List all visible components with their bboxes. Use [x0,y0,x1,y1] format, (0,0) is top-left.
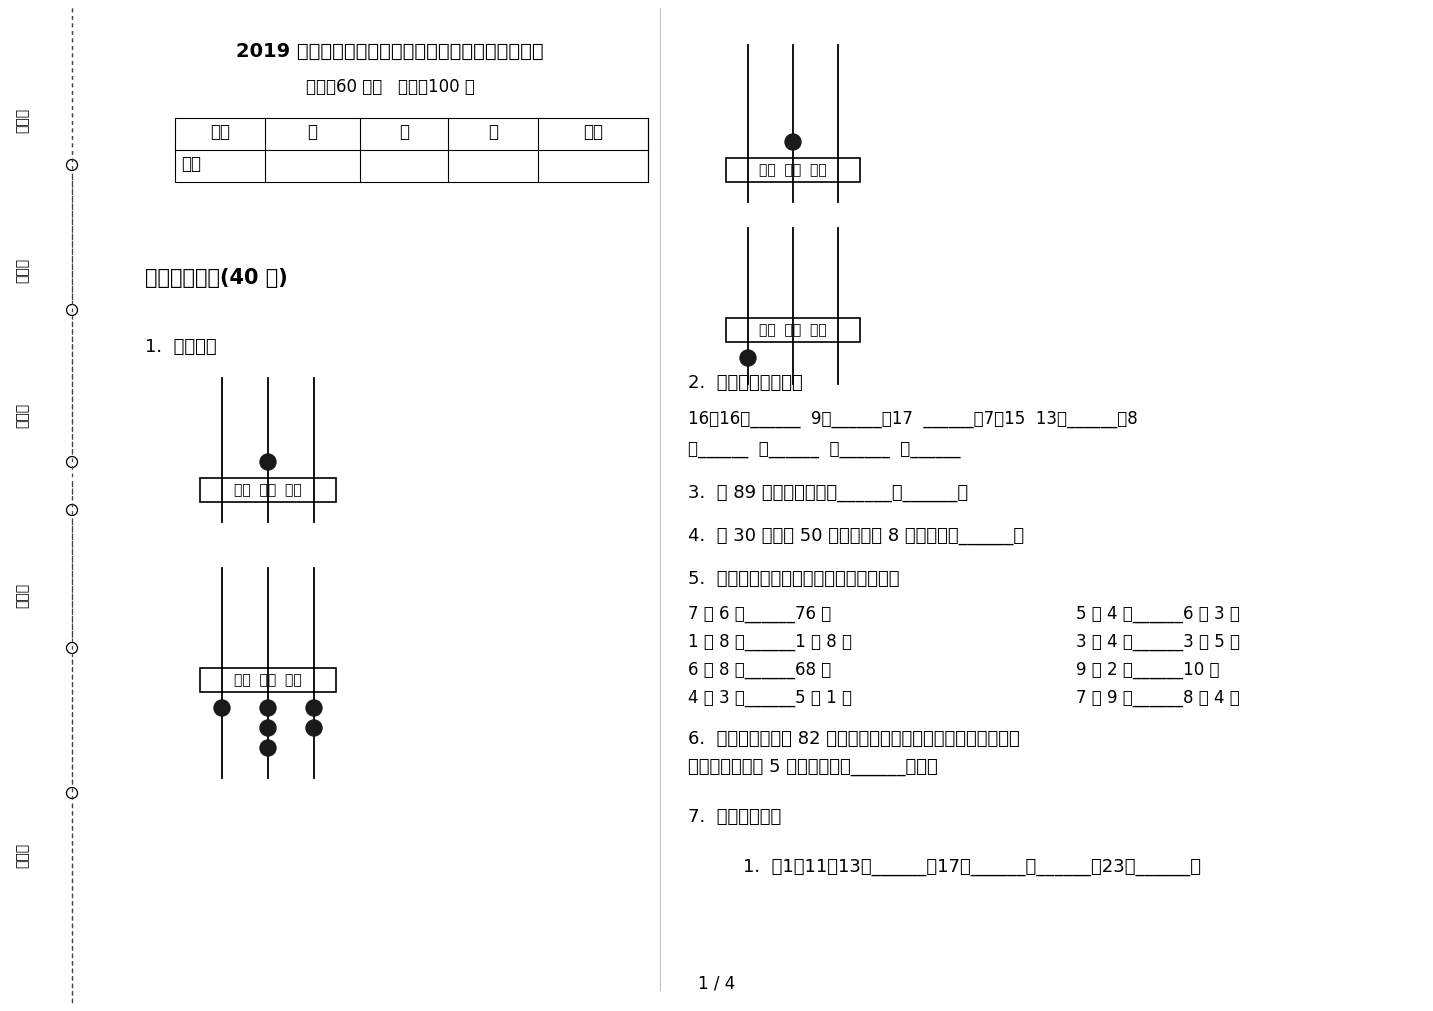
Text: 一、基础练习(40 分): 一、基础练习(40 分) [145,268,288,288]
Text: 得分: 得分 [181,155,201,173]
Bar [175,118,648,182]
Text: 百位  十位  个位: 百位 十位 个位 [234,483,302,497]
Text: 3.  和 89 相邻的两个数是______和______。: 3. 和 89 相邻的两个数是______和______。 [688,484,969,502]
Text: 求______  求______  求______  求______: 求______ 求______ 求______ 求______ [688,441,960,459]
Text: 5.  在横线上填上「＞」「＜」或「＝」。: 5. 在横线上填上「＞」「＜」或「＝」。 [688,570,900,588]
Text: 考号：: 考号： [14,107,29,132]
Text: 二: 二 [398,123,408,141]
Circle shape [739,350,757,366]
Bar [201,668,335,692]
Text: 百位  十位  个位: 百位 十位 个位 [759,163,827,177]
Bar [727,318,860,342]
Text: 百位  十位  个位: 百位 十位 个位 [234,673,302,687]
Text: 6 元 8 角______68 角: 6 元 8 角______68 角 [688,661,831,679]
Text: 6.  本学期小宁得了 82 朵花，是班里的第一名，小齐是第二名，: 6. 本学期小宁得了 82 朵花，是班里的第一名，小齐是第二名， [688,730,1020,748]
Text: 16－16＝______  9＋______＝17  ______－7＝15  13－______＝8: 16－16＝______ 9＋______＝17 ______－7＝15 13－… [688,410,1138,428]
Text: 1.  （1）11，13，______，17，______，______，23，______，: 1. （1）11，13，______，17，______，______，23，_… [742,858,1201,876]
Text: 1.  看图写数: 1. 看图写数 [145,338,216,356]
Text: 班级：: 班级： [14,582,29,608]
Text: 4.  比 30 大，比 50 小，个位是 8 的数可能是______。: 4. 比 30 大，比 50 小，个位是 8 的数可能是______。 [688,527,1025,545]
Text: 7 角 9 分______8 元 4 角: 7 角 9 分______8 元 4 角 [1076,690,1240,707]
Circle shape [259,740,277,756]
Circle shape [785,134,801,150]
Text: 得的花比小宁少 5 朵，小齐得了______朵花。: 得的花比小宁少 5 朵，小齐得了______朵花。 [688,758,937,776]
Text: 7.  找规律填数。: 7. 找规律填数。 [688,808,781,826]
Text: 2019 年复习测试强化训练一年级下屦期数学期末试卷: 2019 年复习测试强化训练一年级下屦期数学期末试卷 [236,42,543,61]
Text: 百位  十位  个位: 百位 十位 个位 [759,323,827,337]
Text: 2.  算一算，填一填：: 2. 算一算，填一填： [688,374,802,392]
Text: 时间：60 分钟   满分：100 分: 时间：60 分钟 满分：100 分 [305,78,474,96]
Circle shape [307,720,322,736]
Text: 总分: 总分 [583,123,603,141]
Circle shape [259,454,277,470]
Text: 1 / 4: 1 / 4 [698,975,735,993]
Text: 1 元 8 角______1 角 8 分: 1 元 8 角______1 角 8 分 [688,633,853,651]
Bar [201,478,335,502]
Text: 学校：: 学校： [14,842,29,867]
Bar [727,158,860,182]
Circle shape [214,700,231,716]
Text: 3 元 4 角______3 元 5 角: 3 元 4 角______3 元 5 角 [1076,633,1240,651]
Circle shape [259,720,277,736]
Text: 9 元 2 角______10 元: 9 元 2 角______10 元 [1076,661,1219,679]
Circle shape [259,700,277,716]
Text: 7 元 6 角______76 角: 7 元 6 角______76 角 [688,605,831,623]
Text: 一: 一 [308,123,318,141]
Text: 5 元 4 角______6 元 3 角: 5 元 4 角______6 元 3 角 [1076,605,1240,623]
Text: 题号: 题号 [211,123,231,141]
Text: 三: 三 [489,123,499,141]
Text: 4 角 3 分______5 角 1 分: 4 角 3 分______5 角 1 分 [688,690,853,707]
Text: 考场：: 考场： [14,258,29,282]
Circle shape [307,700,322,716]
Text: 姓名：: 姓名： [14,402,29,428]
